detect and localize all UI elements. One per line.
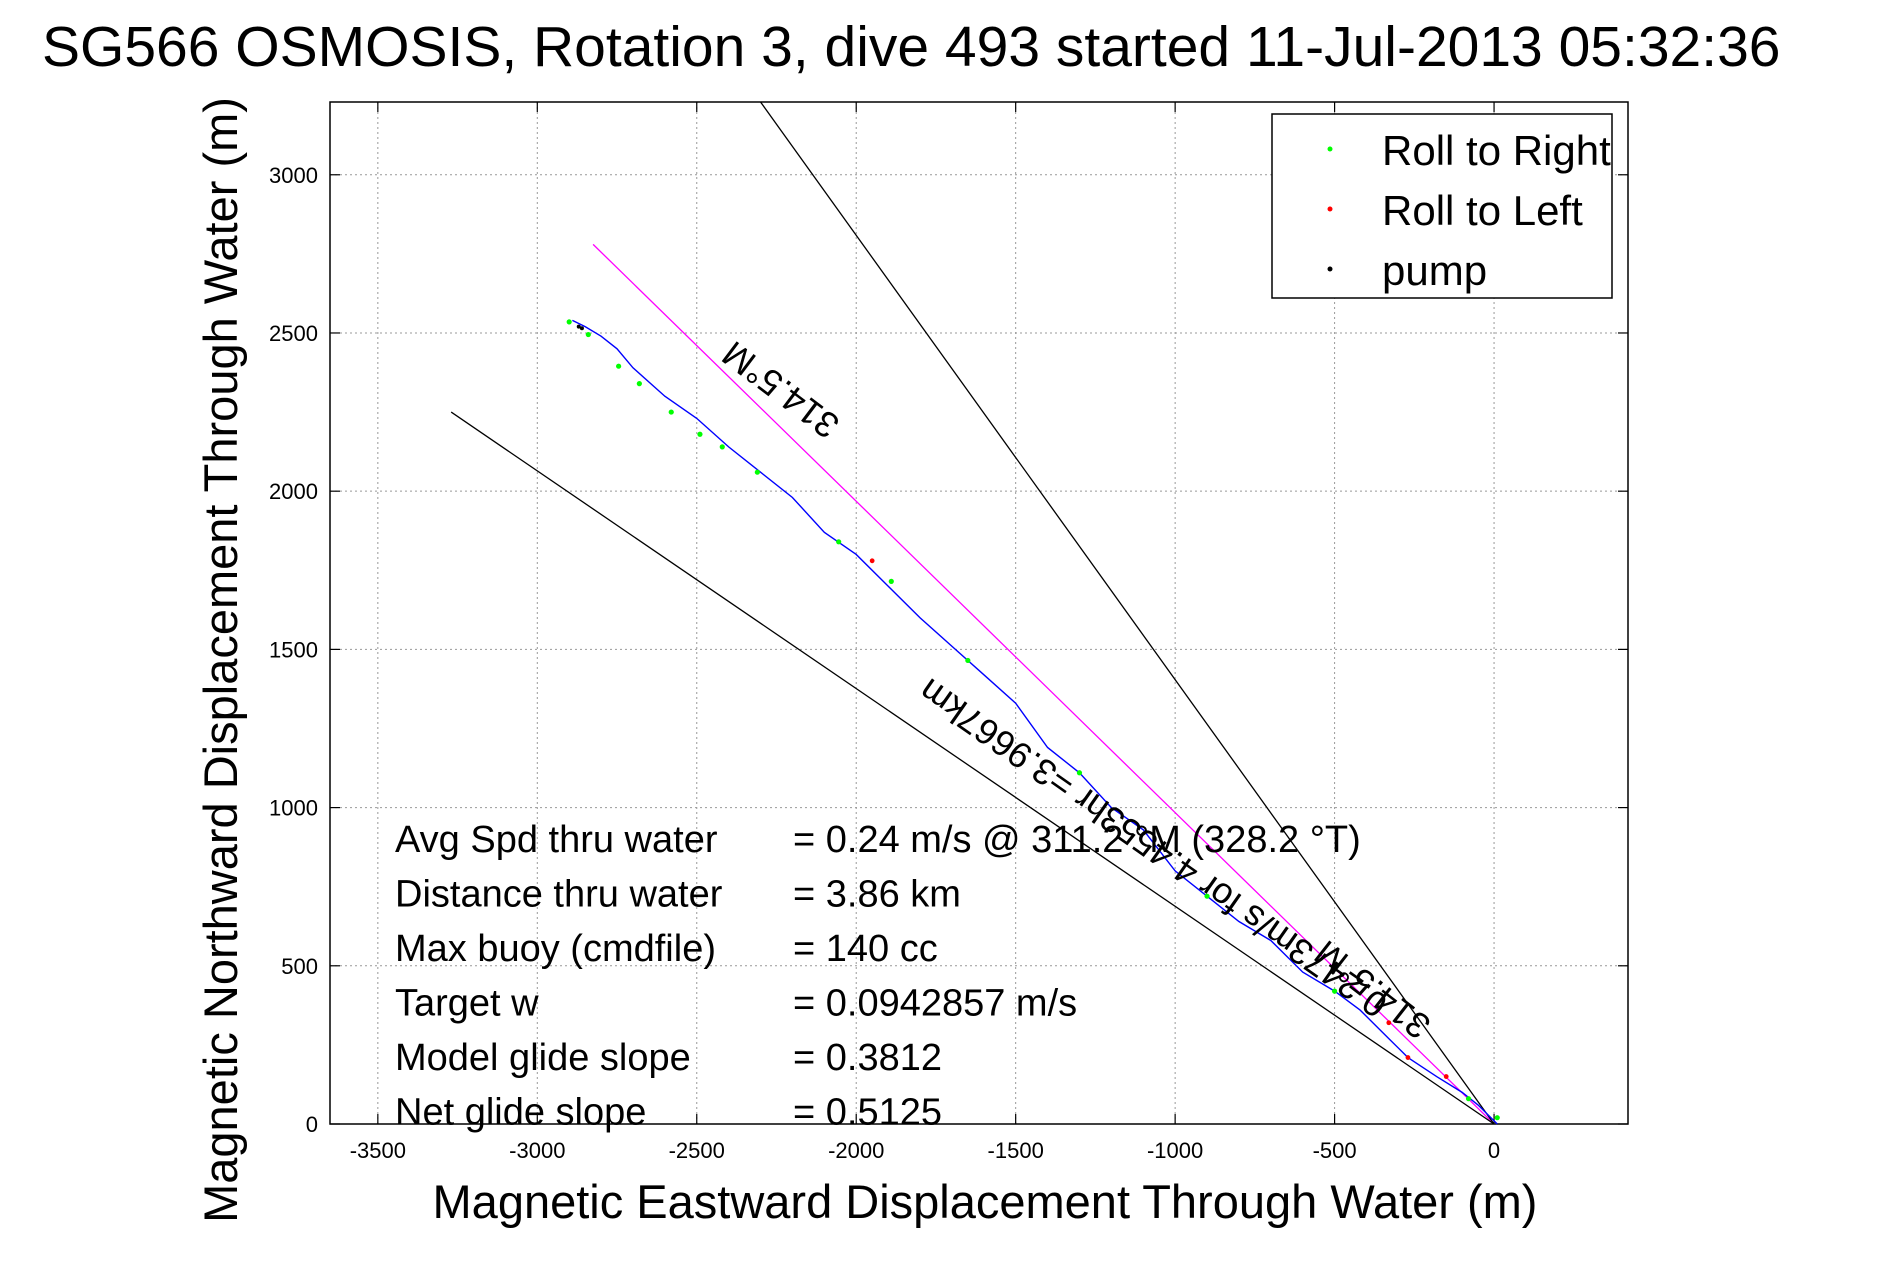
roll-left-point (869, 558, 875, 564)
x-tick-label: -2500 (669, 1138, 725, 1163)
pump-point (576, 324, 581, 329)
reference-line (760, 102, 1495, 1124)
roll-right-point (668, 409, 674, 415)
stat-value: = 140 cc (793, 928, 938, 970)
roll-right-point (1331, 988, 1338, 994)
x-tick-label: -2000 (828, 1138, 884, 1163)
legend-marker (1327, 206, 1333, 212)
y-tick-label: 500 (281, 954, 318, 979)
stat-value: = 0.5125 (793, 1092, 942, 1134)
roll-right-point (1076, 770, 1083, 776)
roll-right-point (965, 657, 971, 664)
x-tick-label: -1500 (988, 1138, 1044, 1163)
x-tick-label: -500 (1313, 1138, 1357, 1163)
x-axis-label: Magnetic Eastward Displacement Through W… (433, 1175, 1538, 1228)
reference-line (592, 243, 1495, 1124)
legend-label: pump (1382, 247, 1487, 294)
roll-right-point (836, 539, 842, 545)
legend-marker (1327, 146, 1333, 152)
roll-right-point (754, 469, 760, 475)
data-points (566, 319, 1500, 1121)
y-tick-label: 1500 (269, 637, 318, 662)
roll-right-point (888, 578, 894, 584)
roll-right-point (636, 381, 642, 387)
stat-value: = 0.0942857 m/s (793, 983, 1077, 1025)
y-tick-label: 3000 (269, 163, 318, 188)
legend: Roll to Right Roll to Left pump (1271, 113, 1613, 299)
data-series (572, 319, 1498, 1125)
stat-label: Distance thru water (395, 874, 723, 916)
y-tick-label: 0 (306, 1112, 318, 1137)
roll-right-point (1465, 1096, 1472, 1102)
y-tick-label: 2500 (269, 321, 318, 346)
roll-right-point (616, 363, 622, 369)
axis-ticks: -3500 -3000 -2500 -2000 -1500 -1000 -500 0 0 500 1… (269, 102, 1628, 1163)
stat-label: Target w (395, 983, 539, 1025)
reference-lines (450, 102, 1495, 1124)
roll-left-point (1386, 1020, 1392, 1026)
stat-value: = 3.86 km (793, 874, 961, 916)
x-tick-label: 0 (1488, 1138, 1500, 1163)
legend-label: Roll to Left (1382, 187, 1583, 234)
x-tick-label: -1000 (1147, 1138, 1203, 1163)
legend-marker (1327, 266, 1333, 272)
stats-block: Avg Spd thru water = 0.24 m/s @ 311.2 °M … (395, 819, 1361, 1134)
roll-right-point (719, 444, 725, 450)
stat-label: Net glide slope (395, 1092, 646, 1134)
reference-line (450, 411, 1495, 1124)
plot-frame (329, 101, 1629, 1125)
stat-value: = 0.24 m/s @ 311.2 °M (328.2 °T) (793, 819, 1361, 861)
x-tick-label: -3000 (509, 1138, 565, 1163)
y-tick-label: 1000 (269, 796, 318, 821)
track-line (572, 319, 1498, 1125)
roll-right-point (585, 331, 591, 338)
legend-label: Roll to Right (1382, 127, 1611, 174)
roll-right-point (1204, 893, 1210, 899)
stat-label: Model glide slope (395, 1037, 691, 1079)
roll-left-point (1405, 1055, 1411, 1060)
stat-label: Max buoy (cmdfile) (395, 928, 716, 970)
stat-label: Avg Spd thru water (395, 819, 718, 861)
roll-right-point (566, 319, 572, 325)
roll-right-point (697, 431, 703, 437)
y-axis-label: Magnetic Northward Displacement Through … (194, 97, 247, 1223)
x-tick-label: -3500 (350, 1138, 406, 1163)
roll-right-point (1494, 1115, 1500, 1121)
y-tick-label: 2000 (269, 479, 318, 504)
roll-left-point (1443, 1074, 1449, 1079)
chart-title: SG566 OSMOSIS, Rotation 3, dive 493 star… (42, 15, 1780, 79)
pump-point (579, 326, 584, 331)
stat-value: = 0.3812 (793, 1037, 942, 1079)
